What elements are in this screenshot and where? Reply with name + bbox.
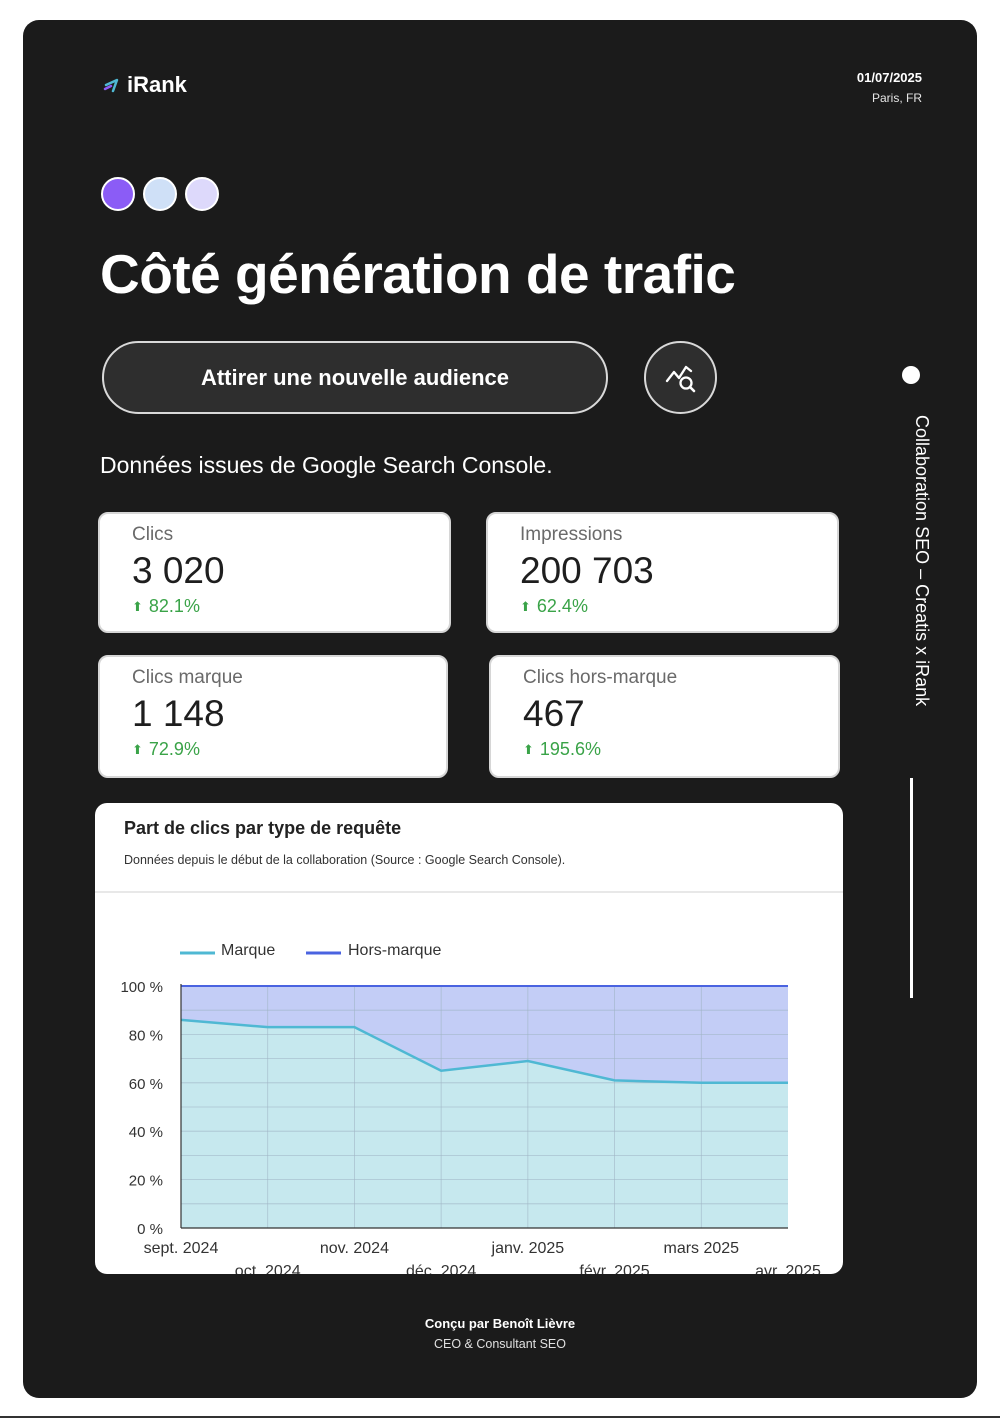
audience-pill: Attirer une nouvelle audience [102, 341, 608, 414]
metric-delta-value: 72.9% [148, 739, 200, 759]
dot-purple [101, 177, 135, 211]
data-source-text: Données issues de Google Search Console. [100, 452, 553, 478]
arrow-up-icon: ⬆ [132, 598, 143, 614]
dot-lavender [185, 177, 219, 211]
chart-card: Part de clics par type de requête Donnée… [95, 803, 843, 1274]
page-bottom-rule [0, 1416, 1000, 1418]
x-tick-label: sept. 2024 [144, 1240, 219, 1257]
legend-label: Hors-marque [348, 942, 441, 959]
x-tick-label: mars 2025 [663, 1240, 739, 1257]
metric-value: 200 703 [520, 550, 654, 591]
y-tick-label: 40 % [129, 1124, 163, 1141]
metric-value: 1 148 [132, 693, 225, 734]
metric-delta: ⬆ 72.9% [132, 739, 200, 760]
metric-label: Clics hors-marque [523, 667, 678, 688]
metric-delta: ⬆ 195.6% [523, 739, 601, 760]
side-dot [902, 366, 920, 384]
metric-card-clics: Clics 3 020 ⬆ 82.1% [98, 512, 451, 633]
brand-name: iRank [127, 72, 187, 97]
metric-delta: ⬆ 62.4% [520, 596, 588, 617]
y-tick-label: 20 % [129, 1173, 163, 1190]
y-tick-label: 100 % [120, 979, 163, 996]
metric-delta-value: 82.1% [148, 596, 200, 616]
metric-delta: ⬆ 82.1% [132, 596, 200, 617]
x-tick-label: déc. 2024 [406, 1263, 476, 1274]
page-title: Côté génération de trafic [100, 243, 736, 305]
chart-divider [95, 891, 843, 893]
y-tick-label: 60 % [129, 1076, 163, 1093]
dot-light-blue [143, 177, 177, 211]
area-marque [181, 1019, 788, 1228]
x-tick-label: avr. 2025 [755, 1263, 821, 1274]
line-marque [180, 1018, 788, 1085]
chart-title: Part de clics par type de requête [124, 818, 402, 838]
chart-search-button [644, 341, 717, 414]
metric-delta-value: 195.6% [539, 739, 601, 759]
metric-label: Clics marque [132, 667, 243, 688]
x-tick-label: janv. 2025 [491, 1240, 565, 1257]
metric-value: 3 020 [132, 550, 225, 591]
arrow-up-icon: ⬆ [523, 741, 534, 757]
metric-label: Clics [132, 524, 174, 545]
date-block: 01/07/2025 Paris, FR [857, 70, 922, 105]
x-tick-label: févr. 2025 [579, 1263, 649, 1274]
logo-arrow-icon [103, 78, 119, 93]
y-tick-label: 80 % [129, 1027, 163, 1044]
y-tick-label: 0 % [137, 1221, 163, 1238]
brand-logo: iRank [103, 72, 187, 98]
arrow-up-icon: ⬆ [132, 741, 143, 757]
side-line [910, 778, 913, 998]
x-tick-label: nov. 2024 [320, 1240, 389, 1257]
footer: Conçu par Benoît Lièvre CEO & Consultant… [23, 1316, 977, 1351]
x-tick-label: oct. 2024 [235, 1263, 301, 1274]
chart-subtitle: Données depuis le début de la collaborat… [124, 853, 566, 867]
metric-label: Impressions [520, 524, 623, 545]
report-location: Paris, FR [871, 91, 922, 105]
footer-author: Conçu par Benoît Lièvre [424, 1316, 576, 1331]
legend-label: Marque [221, 942, 275, 959]
side-vertical-text: Collaboration SEO – Creatis x iRank [912, 415, 932, 707]
metric-card-clics-marque: Clics marque 1 148 ⬆ 72.9% [98, 655, 448, 778]
metric-card-impressions: Impressions 200 703 ⬆ 62.4% [486, 512, 839, 633]
footer-role: CEO & Consultant SEO [433, 1337, 566, 1351]
report-date: 01/07/2025 [856, 70, 922, 85]
stacked-area-chart: 0 % 20 % 40 % 60 % 80 % 100 % sept. 2024 oct. 2… [120, 942, 821, 1274]
metric-card-clics-hors-marque: Clics hors-marque 467 ⬆ 195.6% [489, 655, 840, 778]
metric-delta-value: 62.4% [536, 596, 588, 616]
arrow-up-icon: ⬆ [520, 598, 531, 614]
decorative-dots [101, 177, 219, 211]
metric-value: 467 [523, 693, 585, 734]
report-page: iRank 01/07/2025 Paris, FR Côté générati… [23, 20, 977, 1398]
chart-search-icon [665, 365, 695, 392]
